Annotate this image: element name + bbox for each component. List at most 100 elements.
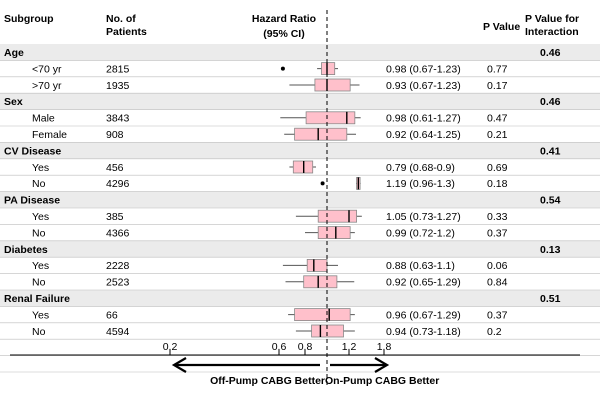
patients-count: 1935: [106, 80, 130, 92]
x-tick-label: 0,6: [272, 341, 287, 353]
patients-count: 385: [106, 211, 124, 223]
header-subgroup: Subgroup: [4, 13, 54, 25]
header-p-interaction-line2: Interaction: [525, 26, 579, 38]
subgroup-label: Female: [32, 129, 67, 141]
subgroup-label: Yes: [32, 260, 49, 272]
patients-count: 4366: [106, 227, 130, 239]
p-interaction-value: 0.46: [540, 96, 561, 108]
header-hazard-ratio-line1: Hazard Ratio: [252, 13, 316, 25]
hazard-ratio-text: 0.92 (0.64-1.25): [386, 129, 461, 141]
p-interaction-value: 0.13: [540, 244, 561, 256]
patients-count: 2523: [106, 277, 130, 289]
footer-off-pump-better: Off-Pump CABG Better: [210, 375, 325, 387]
p-interaction-value: 0.41: [540, 145, 561, 157]
row-separators: [0, 60, 600, 373]
header-hazard-ratio-line2: (95% CI): [263, 28, 304, 40]
hr-box: [306, 258, 328, 272]
x-axis-ticks: 0,2 0,6 0,8 1,2 1,8: [163, 341, 392, 355]
on-pump-arrowhead: [374, 357, 390, 373]
group-label: Renal Failure: [4, 293, 70, 305]
hr-box: [303, 275, 338, 289]
patients-count: 2815: [106, 63, 130, 75]
subgroup-label: Yes: [32, 211, 49, 223]
subgroup-label: No: [32, 277, 46, 289]
subgroup-label: >70 yr: [32, 80, 62, 92]
outlier-point: [280, 66, 285, 71]
hr-box: [314, 78, 351, 92]
p-value: 0.2: [487, 326, 502, 338]
x-tick-label: 1,2: [342, 341, 357, 353]
group-band: [0, 240, 600, 258]
p-value: 0.18: [487, 178, 508, 190]
p-value: 0.84: [487, 277, 508, 289]
p-value: 0.33: [487, 211, 508, 223]
x-tick-label: 0,2: [163, 341, 178, 353]
x-tick-label: 1,8: [377, 341, 392, 353]
subgroup-label: No: [32, 178, 46, 190]
hazard-ratio-text: 0.98 (0.67-1.23): [386, 63, 461, 75]
p-value: 0.37: [487, 227, 508, 239]
header-patients-line1: No. of: [106, 13, 136, 25]
outlier-point: [320, 181, 325, 186]
hazard-ratio-text: 0.93 (0.67-1.23): [386, 80, 461, 92]
hr-box: [311, 324, 344, 338]
hazard-ratio-text: 0.99 (0.72-1.2): [386, 227, 455, 239]
group-label: CV Disease: [4, 145, 61, 157]
subgroup-label: <70 yr: [32, 63, 62, 75]
hr-box: [294, 308, 351, 322]
hazard-ratio-text: 0.98 (0.61-1.27): [386, 113, 461, 125]
p-value: 0.69: [487, 162, 508, 174]
patients-count: 2228: [106, 260, 130, 272]
group-label: Age: [4, 47, 24, 59]
group-label: Diabetes: [4, 244, 48, 256]
forest-marks: [280, 62, 362, 338]
hr-box: [305, 111, 356, 125]
subgroup-label: Yes: [32, 162, 49, 174]
hazard-ratio-text: 1.19 (0.96-1.3): [386, 178, 455, 190]
row-bands: [0, 44, 600, 307]
subgroup-label: Male: [32, 113, 55, 125]
group-band: [0, 44, 600, 61]
subgroup-label: No: [32, 227, 46, 239]
hazard-ratio-text: 0.88 (0.63-1.1): [386, 260, 455, 272]
subgroup-label: No: [32, 326, 46, 338]
patients-count: 4594: [106, 326, 130, 338]
header-p-value: P Value: [483, 21, 520, 33]
x-tick-label: 0,8: [298, 341, 313, 353]
group-band: [0, 290, 600, 307]
hazard-ratio-text: 1.05 (0.73-1.27): [386, 211, 461, 223]
p-value: 0.17: [487, 80, 508, 92]
group-label: PA Disease: [4, 195, 60, 207]
header-p-interaction-line1: P Value for: [525, 13, 579, 25]
footer-on-pump-better: On-Pump CABG Better: [325, 375, 439, 387]
off-pump-arrowhead: [171, 357, 187, 373]
p-interaction-value: 0.51: [540, 293, 561, 305]
hazard-ratio-text: 0.79 (0.68-0.9): [386, 162, 455, 174]
p-value: 0.37: [487, 309, 508, 321]
hazard-ratio-text: 0.94 (0.73-1.18): [386, 326, 461, 338]
hr-box: [317, 209, 357, 223]
hazard-ratio-text: 0.96 (0.67-1.29): [386, 309, 461, 321]
patients-count: 66: [106, 309, 118, 321]
forest-rows: Age 0.46 <70 yr 2815 0.98 (0.67-1.23) 0.77 >70…: [4, 47, 561, 338]
patients-count: 456: [106, 162, 124, 174]
patients-count: 908: [106, 129, 124, 141]
patients-count: 4296: [106, 178, 130, 190]
p-interaction-value: 0.54: [540, 195, 561, 207]
hazard-ratio-text: 0.92 (0.65-1.29): [386, 277, 461, 289]
patients-count: 3843: [106, 113, 130, 125]
p-value: 0.21: [487, 129, 508, 141]
p-value: 0.06: [487, 260, 508, 272]
p-interaction-value: 0.46: [540, 47, 561, 59]
p-value: 0.47: [487, 113, 508, 125]
hr-box: [321, 62, 336, 75]
hr-box: [317, 226, 351, 240]
group-band: [0, 191, 600, 208]
subgroup-label: Yes: [32, 309, 49, 321]
group-label: Sex: [4, 96, 23, 108]
group-band: [0, 93, 600, 110]
p-value: 0.77: [487, 63, 508, 75]
hr-box: [294, 127, 348, 141]
group-band: [0, 142, 600, 159]
